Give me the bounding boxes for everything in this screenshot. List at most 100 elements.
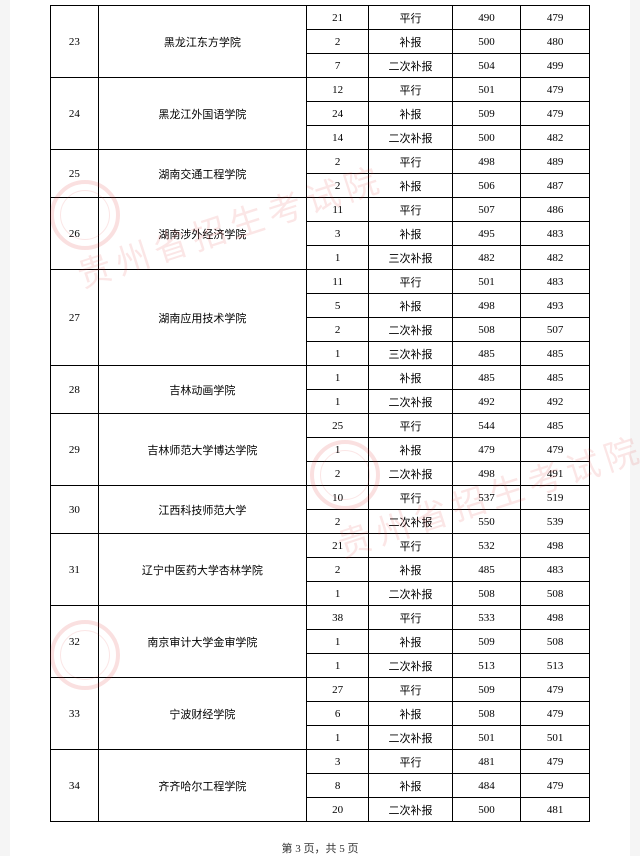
cell-count: 25	[306, 414, 368, 438]
cell-type: 补报	[369, 102, 452, 126]
cell-score-a: 485	[452, 366, 521, 390]
cell-type: 二次补报	[369, 798, 452, 822]
cell-score-b: 519	[521, 486, 590, 510]
cell-count: 1	[306, 246, 368, 270]
cell-index: 27	[51, 270, 99, 366]
cell-score-a: 490	[452, 6, 521, 30]
cell-score-b: 501	[521, 726, 590, 750]
cell-score-b: 539	[521, 510, 590, 534]
cell-school-name: 南京审计大学金审学院	[98, 606, 306, 678]
cell-count: 1	[306, 366, 368, 390]
cell-count: 2	[306, 558, 368, 582]
table-row: 28吉林动画学院1补报485485	[51, 366, 590, 390]
cell-type: 平行	[369, 486, 452, 510]
cell-index: 31	[51, 534, 99, 606]
cell-score-a: 532	[452, 534, 521, 558]
cell-count: 5	[306, 294, 368, 318]
cell-type: 平行	[369, 78, 452, 102]
cell-score-a: 513	[452, 654, 521, 678]
cell-score-b: 480	[521, 30, 590, 54]
cell-score-a: 550	[452, 510, 521, 534]
cell-score-a: 498	[452, 150, 521, 174]
cell-count: 1	[306, 342, 368, 366]
cell-index: 30	[51, 486, 99, 534]
cell-count: 1	[306, 654, 368, 678]
cell-count: 21	[306, 534, 368, 558]
cell-score-b: 483	[521, 222, 590, 246]
cell-score-a: 501	[452, 78, 521, 102]
cell-count: 21	[306, 6, 368, 30]
cell-count: 1	[306, 582, 368, 606]
cell-score-b: 479	[521, 78, 590, 102]
cell-school-name: 吉林动画学院	[98, 366, 306, 414]
cell-type: 三次补报	[369, 342, 452, 366]
cell-index: 34	[51, 750, 99, 822]
footer-page-current: 3	[295, 843, 301, 855]
table-row: 32南京审计大学金审学院38平行533498	[51, 606, 590, 630]
table-row: 27湖南应用技术学院11平行501483	[51, 270, 590, 294]
cell-score-b: 508	[521, 582, 590, 606]
cell-score-b: 487	[521, 174, 590, 198]
cell-type: 补报	[369, 30, 452, 54]
cell-type: 补报	[369, 222, 452, 246]
cell-score-a: 509	[452, 102, 521, 126]
cell-school-name: 黑龙江外国语学院	[98, 78, 306, 150]
cell-score-b: 485	[521, 342, 590, 366]
cell-type: 补报	[369, 366, 452, 390]
cell-score-a: 500	[452, 30, 521, 54]
cell-count: 2	[306, 462, 368, 486]
cell-type: 平行	[369, 534, 452, 558]
table-row: 33宁波财经学院27平行509479	[51, 678, 590, 702]
cell-type: 二次补报	[369, 582, 452, 606]
table-row: 31辽宁中医药大学杏林学院21平行532498	[51, 534, 590, 558]
cell-index: 25	[51, 150, 99, 198]
cell-school-name: 湖南涉外经济学院	[98, 198, 306, 270]
cell-score-b: 491	[521, 462, 590, 486]
cell-count: 1	[306, 630, 368, 654]
cell-score-b: 498	[521, 534, 590, 558]
cell-type: 平行	[369, 606, 452, 630]
cell-count: 11	[306, 198, 368, 222]
cell-count: 2	[306, 150, 368, 174]
cell-type: 二次补报	[369, 510, 452, 534]
cell-score-b: 481	[521, 798, 590, 822]
cell-type: 平行	[369, 750, 452, 774]
cell-index: 26	[51, 198, 99, 270]
cell-type: 补报	[369, 558, 452, 582]
cell-score-a: 506	[452, 174, 521, 198]
cell-score-a: 501	[452, 270, 521, 294]
document-page: 贵州省招生考试院 贵州省招生考试院 23黑龙江东方学院21平行4904792补报…	[10, 0, 630, 856]
cell-score-a: 508	[452, 582, 521, 606]
cell-score-b: 479	[521, 774, 590, 798]
cell-type: 二次补报	[369, 54, 452, 78]
cell-score-a: 544	[452, 414, 521, 438]
cell-score-b: 513	[521, 654, 590, 678]
cell-count: 27	[306, 678, 368, 702]
cell-count: 6	[306, 702, 368, 726]
cell-score-a: 504	[452, 54, 521, 78]
cell-score-a: 508	[452, 318, 521, 342]
cell-score-a: 533	[452, 606, 521, 630]
cell-type: 补报	[369, 438, 452, 462]
cell-score-a: 500	[452, 126, 521, 150]
footer-page-total: 5	[339, 843, 345, 855]
cell-type: 补报	[369, 174, 452, 198]
cell-score-a: 509	[452, 630, 521, 654]
cell-score-a: 507	[452, 198, 521, 222]
cell-school-name: 宁波财经学院	[98, 678, 306, 750]
cell-count: 3	[306, 750, 368, 774]
cell-type: 补报	[369, 630, 452, 654]
cell-school-name: 湖南应用技术学院	[98, 270, 306, 366]
cell-type: 平行	[369, 270, 452, 294]
cell-score-b: 479	[521, 6, 590, 30]
cell-score-a: 484	[452, 774, 521, 798]
cell-count: 3	[306, 222, 368, 246]
cell-school-name: 辽宁中医药大学杏林学院	[98, 534, 306, 606]
cell-score-a: 492	[452, 390, 521, 414]
cell-score-b: 507	[521, 318, 590, 342]
table-row: 30江西科技师范大学10平行537519	[51, 486, 590, 510]
cell-type: 平行	[369, 678, 452, 702]
cell-score-b: 479	[521, 678, 590, 702]
cell-index: 32	[51, 606, 99, 678]
cell-index: 23	[51, 6, 99, 78]
